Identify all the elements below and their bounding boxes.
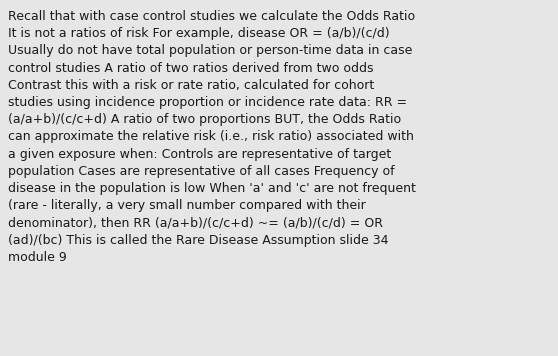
- Text: Recall that with case control studies we calculate the Odds Ratio
It is not a ra: Recall that with case control studies we…: [8, 10, 416, 264]
